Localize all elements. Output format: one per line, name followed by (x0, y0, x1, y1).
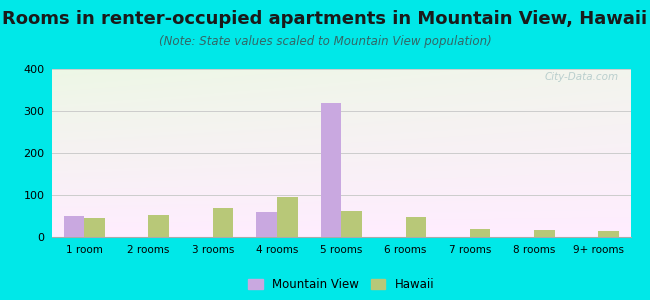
Bar (320, 103, 341, 237)
Bar (277, 197, 298, 237)
Bar (148, 215, 169, 237)
Text: (Note: State values scaled to Mountain View population): (Note: State values scaled to Mountain V… (159, 34, 491, 47)
Bar (213, 208, 233, 237)
Bar (534, 230, 554, 237)
Bar (470, 230, 490, 237)
Bar (406, 217, 426, 237)
Text: City-Data.com: City-Data.com (545, 72, 619, 82)
Bar (84, 218, 105, 237)
Text: Rooms in renter-occupied apartments in Mountain View, Hawaii: Rooms in renter-occupied apartments in M… (3, 11, 647, 28)
Bar (599, 231, 619, 237)
Bar (341, 211, 362, 237)
Legend: Mountain View, Hawaii: Mountain View, Hawaii (244, 273, 439, 296)
Bar (64, 216, 84, 237)
Bar (256, 212, 277, 237)
